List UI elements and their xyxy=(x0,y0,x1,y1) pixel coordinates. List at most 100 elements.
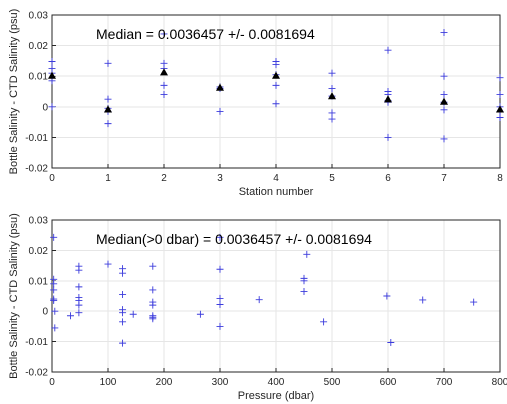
data-point xyxy=(104,260,112,268)
data-point xyxy=(440,72,448,80)
data-point xyxy=(328,69,336,77)
data-point xyxy=(216,265,224,273)
data-point xyxy=(119,318,127,326)
data-point xyxy=(129,310,137,318)
data-point xyxy=(149,262,157,270)
median-marker xyxy=(216,83,224,91)
data-point xyxy=(104,120,112,128)
data-point xyxy=(104,59,112,67)
data-point xyxy=(50,297,58,305)
data-point xyxy=(328,109,336,117)
data-point xyxy=(160,91,168,99)
x-tick-label: 400 xyxy=(268,377,285,388)
y-tick-label: -0.02 xyxy=(25,368,48,379)
data-point xyxy=(160,30,168,38)
median-annotation: Median(>0 dbar) = 0.0036457 +/- 0.008169… xyxy=(96,231,372,247)
x-tick-label: 3 xyxy=(217,173,223,184)
data-point xyxy=(328,115,336,123)
data-point xyxy=(50,286,58,294)
data-point xyxy=(320,318,328,326)
data-point xyxy=(216,294,224,302)
y-axis-label: Bottle Salinity - CTD Salinity (psu) xyxy=(8,213,20,379)
data-point xyxy=(75,301,83,309)
data-point xyxy=(104,95,112,103)
data-point xyxy=(440,28,448,36)
x-tick-label: 7 xyxy=(441,173,447,184)
median-marker xyxy=(160,68,168,76)
data-point xyxy=(440,106,448,114)
data-point xyxy=(496,91,504,99)
data-point xyxy=(383,292,391,300)
data-point xyxy=(48,58,56,66)
x-tick-label: 500 xyxy=(324,377,341,388)
data-point xyxy=(51,307,59,315)
median-marker xyxy=(496,105,504,113)
x-tick-label: 300 xyxy=(212,377,229,388)
axes-frame xyxy=(51,219,501,373)
data-point xyxy=(496,114,504,122)
data-point xyxy=(50,280,58,288)
data-point xyxy=(149,315,157,323)
data-point xyxy=(160,81,168,89)
data-point xyxy=(300,287,308,295)
x-axis-label: Station number xyxy=(239,186,314,198)
data-point xyxy=(300,277,308,285)
x-tick-label: 600 xyxy=(380,377,397,388)
data-point xyxy=(272,100,280,108)
x-tick-label: 6 xyxy=(385,173,391,184)
x-tick-label: 5 xyxy=(329,173,335,184)
data-point xyxy=(66,312,74,320)
data-point xyxy=(119,269,127,277)
data-point xyxy=(255,296,263,304)
x-tick-label: 2 xyxy=(161,173,167,184)
data-point xyxy=(75,283,83,291)
data-point xyxy=(119,290,127,298)
data-point xyxy=(440,135,448,143)
data-point xyxy=(216,107,224,115)
y-tick-label: 0.01 xyxy=(29,72,49,83)
y-tick-label: -0.02 xyxy=(25,164,48,175)
data-point xyxy=(470,298,478,306)
data-point xyxy=(384,133,392,141)
median-marker xyxy=(272,71,280,79)
data-point xyxy=(216,233,224,241)
data-point xyxy=(303,250,311,258)
y-tick-label: 0.03 xyxy=(29,11,49,22)
data-point xyxy=(384,46,392,54)
data-point xyxy=(196,310,204,318)
data-point xyxy=(496,74,504,82)
data-point xyxy=(75,266,83,274)
x-tick-label: 800 xyxy=(492,377,507,388)
x-tick-label: 8 xyxy=(497,173,503,184)
data-point xyxy=(272,81,280,89)
y-tick-label: 0.02 xyxy=(29,246,49,257)
y-tick-label: 0.02 xyxy=(29,41,49,52)
y-tick-label: -0.01 xyxy=(25,133,48,144)
median-marker xyxy=(328,92,336,100)
median-marker xyxy=(48,71,56,79)
data-point xyxy=(328,84,336,92)
pressure-scatter-panel: 0 100 200 300 400 500 600 700 800 -0.02 -0.01 0 0.01… xyxy=(8,213,507,402)
y-tick-label: -0.01 xyxy=(25,337,48,348)
data-point xyxy=(50,233,58,241)
median-marker xyxy=(384,95,392,103)
y-tick-label: 0.01 xyxy=(29,276,49,287)
y-tick-label: 0 xyxy=(42,307,48,318)
data-point xyxy=(272,61,280,69)
median-marker xyxy=(440,97,448,105)
x-tick-label: 1 xyxy=(105,173,111,184)
data-point xyxy=(48,103,56,111)
median-marker xyxy=(104,105,112,113)
data-point xyxy=(387,339,395,347)
y-axis-label: Bottle Salinity - CTD Salinity (psu) xyxy=(8,9,20,175)
x-tick-label: 0 xyxy=(49,173,55,184)
y-tick-label: 0.03 xyxy=(29,216,49,227)
median-annotation: Median = 0.0036457 +/- 0.0081694 xyxy=(96,26,315,42)
data-point xyxy=(119,309,127,317)
station-scatter-panel: 0 1 2 3 4 5 6 7 8 -0.02 -0.01 0 0.01 0.02 0.03 Median =… xyxy=(8,9,504,198)
x-axis-label: Pressure (dbar) xyxy=(238,390,314,402)
data-point xyxy=(149,286,157,294)
x-tick-label: 200 xyxy=(156,377,173,388)
data-point xyxy=(216,301,224,309)
